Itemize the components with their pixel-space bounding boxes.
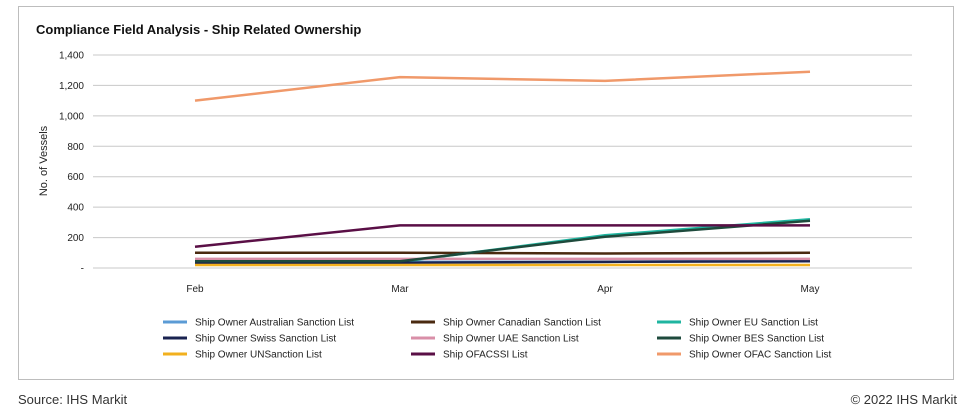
legend-label: Ship Owner Australian Sanction List — [195, 318, 354, 329]
legend-label: Ship Owner UAE Sanction List — [443, 334, 579, 345]
chart-title: Compliance Field Analysis - Ship Related… — [36, 22, 362, 37]
y-tick-label: 400 — [67, 203, 84, 214]
legend-label: Ship Owner Swiss Sanction List — [195, 334, 336, 345]
series-line-2 — [195, 251, 811, 255]
y-tick-label: 1,000 — [59, 111, 84, 122]
y-tick-label: 800 — [67, 142, 84, 153]
x-tick-label: Mar — [391, 284, 409, 295]
legend-label: Ship OFACSSI List — [443, 350, 528, 361]
legend-label: Ship Owner OFAC Sanction List — [689, 350, 832, 361]
legend-label: Ship Owner Canadian Sanction List — [443, 318, 601, 329]
y-axis-label: No. of Vessels — [38, 125, 50, 196]
copyright-note: © 2022 IHS Markit — [850, 392, 957, 407]
y-tick-label: 200 — [67, 233, 84, 244]
series-line-9 — [194, 70, 811, 102]
x-tick-label: Feb — [186, 284, 204, 295]
legend-label: Ship Owner UNSanction List — [195, 350, 322, 361]
legend-label: Ship Owner BES Sanction List — [689, 334, 824, 345]
series-line-4 — [195, 259, 811, 264]
series-line-6 — [195, 219, 811, 263]
line-chart: - 200 400 600 800 1,000 1,200 1,400 Feb Mar Apr Ma… — [38, 51, 912, 361]
legend-label: Ship Owner EU Sanction List — [689, 318, 818, 329]
x-tick-label: Apr — [597, 284, 613, 295]
y-tick-label: 1,400 — [59, 51, 84, 62]
source-note: Source: IHS Markit — [18, 392, 128, 407]
y-tick-label: - — [81, 264, 84, 275]
y-tick-label: 1,200 — [59, 81, 84, 92]
x-tick-label: May — [801, 284, 820, 295]
chart-frame — [18, 6, 954, 380]
y-tick-label: 600 — [67, 172, 84, 183]
series-line-8 — [194, 224, 810, 248]
